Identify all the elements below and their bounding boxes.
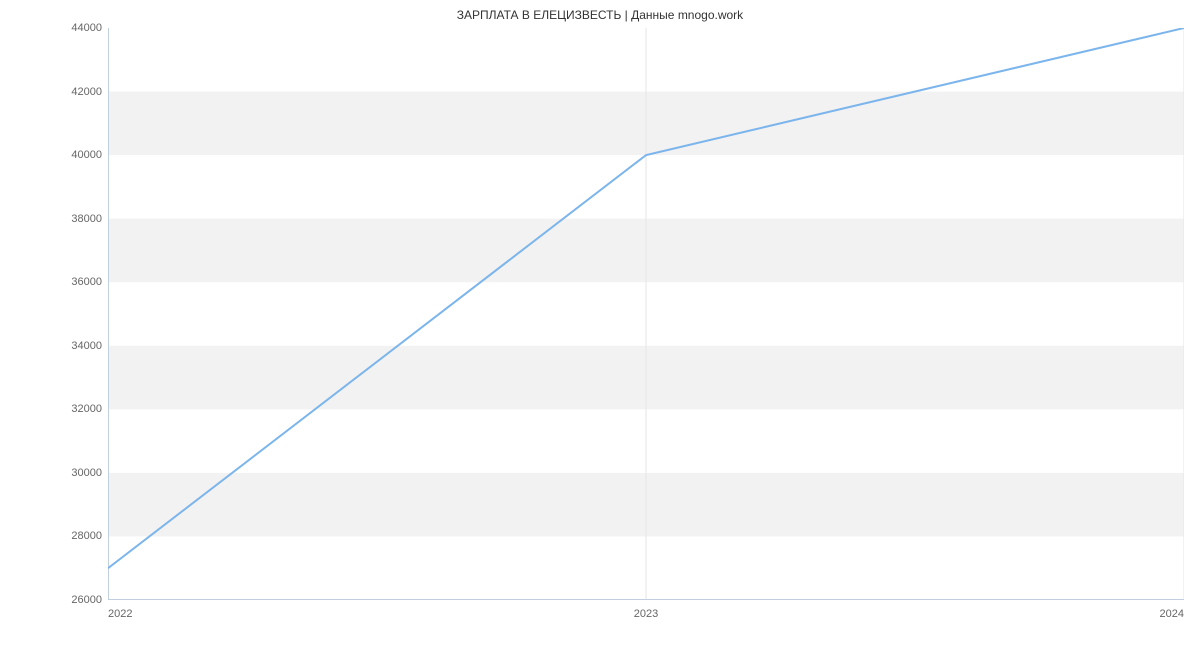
chart-svg: [108, 28, 1184, 600]
y-tick-label: 44000: [0, 22, 102, 34]
x-tick-label: 2024: [1160, 608, 1184, 668]
chart-title: ЗАРПЛАТА В ЕЛЕЦИЗВЕСТЬ | Данные mnogo.wo…: [0, 8, 1200, 22]
y-tick-label: 28000: [0, 530, 102, 542]
y-tick-label: 26000: [0, 594, 102, 606]
x-tick-label: 2023: [634, 608, 658, 668]
x-tick-label: 2022: [108, 608, 132, 668]
y-tick-label: 38000: [0, 213, 102, 225]
y-tick-label: 36000: [0, 276, 102, 288]
y-tick-label: 30000: [0, 467, 102, 479]
y-tick-label: 42000: [0, 86, 102, 98]
y-tick-label: 32000: [0, 403, 102, 415]
chart-plot-area: [108, 28, 1184, 600]
y-tick-label: 40000: [0, 149, 102, 161]
y-tick-label: 34000: [0, 340, 102, 352]
